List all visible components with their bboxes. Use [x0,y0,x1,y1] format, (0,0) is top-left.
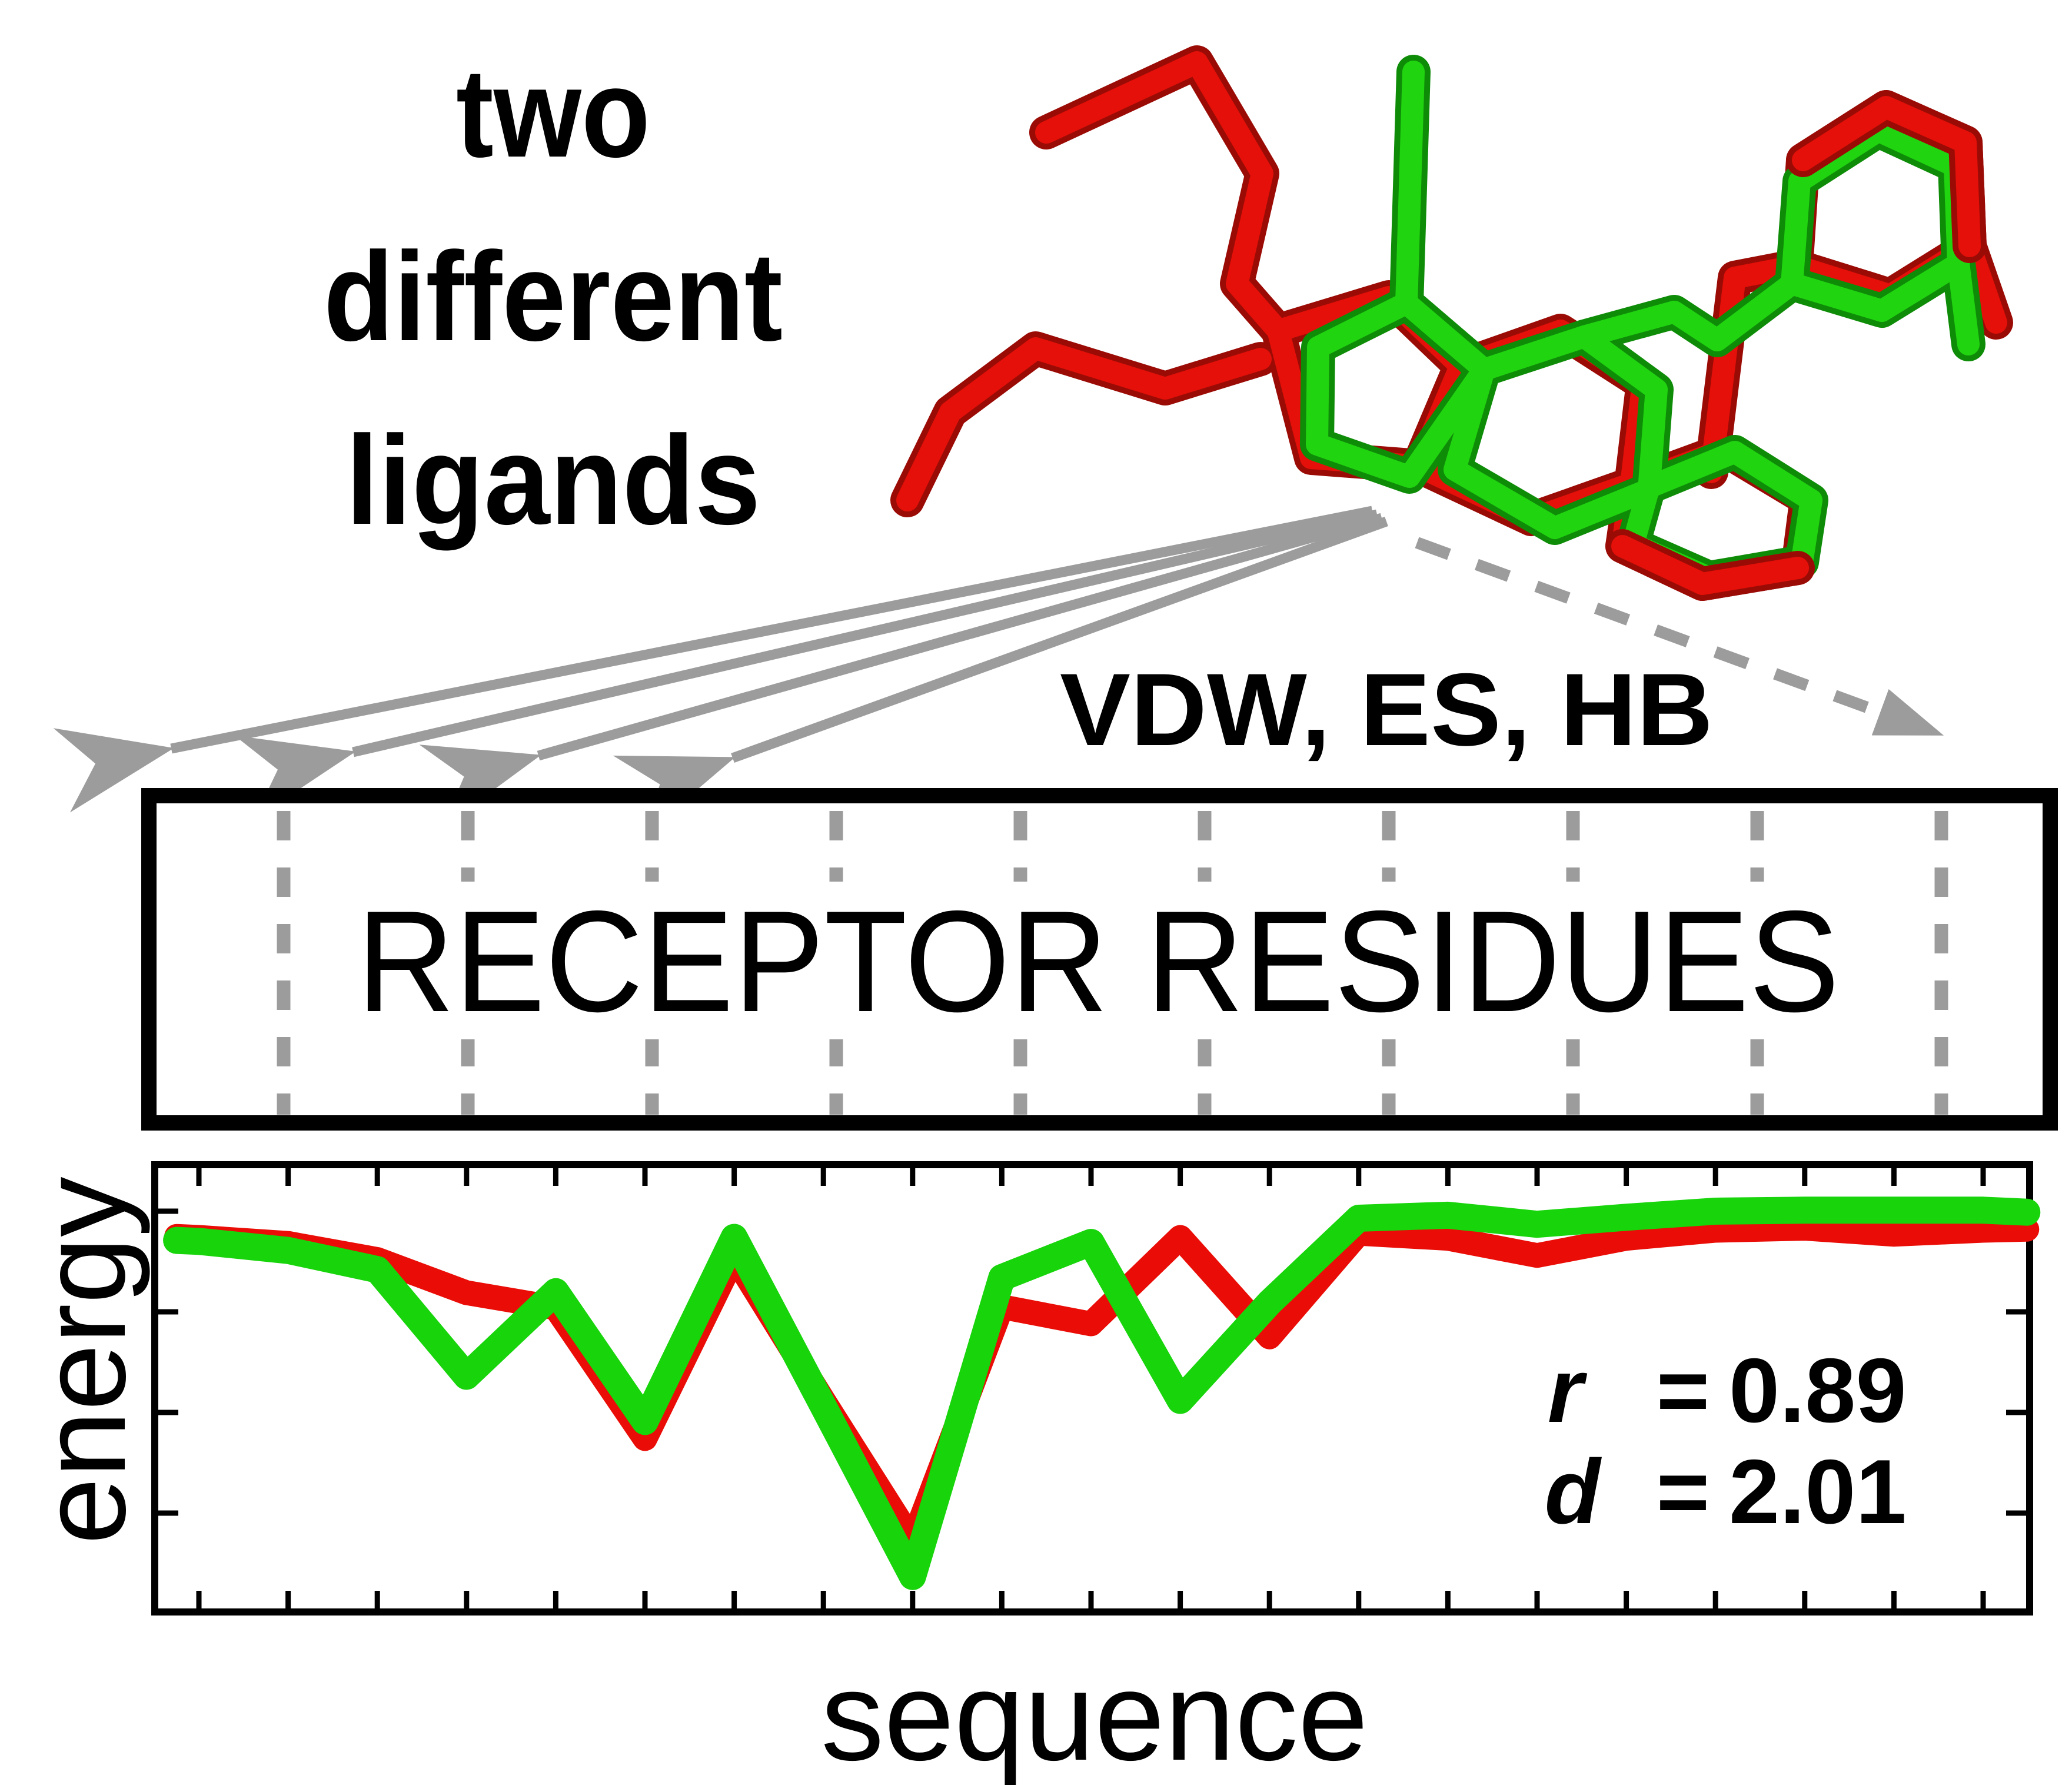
receptor-box: RECEPTOR RESIDUES [141,788,2058,1131]
receptor-residue-dashed-lines [277,811,1948,1115]
red-ligand-overlay-stick [1611,535,1809,595]
receptor-box-label: RECEPTOR RESIDUES [357,880,1840,1042]
stat-r-symbol: r [1548,1339,1588,1441]
red-ligand-stick [896,337,1272,511]
green-ligand-stick [1947,252,1980,355]
green-ligand-stick [1573,272,1803,351]
ligand-overlay-molecule [890,45,2013,601]
stat-r-value: 0.89 [1729,1339,1907,1441]
green-ligand-stick [1395,61,1425,314]
series-line-green [163,1196,2041,1590]
title-line-2: different [324,225,783,367]
stat-r-equals: = [1657,1339,1710,1441]
series-line-red [164,1216,2040,1554]
red-ligand-stick [1035,51,1289,342]
y-axis-label: energy [16,1176,151,1544]
interaction-types-label: VDW, ES, HB [1060,653,1713,767]
interaction-arrows [53,506,1944,837]
solid-arrow-2 [234,509,1378,820]
red-ligand-overlay-stick [1792,96,1981,257]
chart-ticks [158,1168,2026,1608]
receptor-label-backplate [330,882,1867,1039]
title-line-1: two [456,42,650,184]
green-ligand-stick [1306,292,1495,488]
stat-d-equals: = [1657,1441,1710,1543]
solid-arrow-3 [419,513,1383,827]
stat-d-value: 2.01 [1729,1441,1907,1543]
red-ligand-stick [1700,255,1807,483]
solid-arrow-1 [53,506,1373,813]
solid-arrow-4 [613,517,1388,837]
chart-series-lines [163,1196,2041,1590]
stat-d-symbol: d [1545,1441,1602,1543]
energy-profile-chart: energy sequence r = 0.89 d = 2.01 [16,1161,2041,1785]
x-axis-label: sequence [821,1645,1368,1785]
title-line-3: ligands [346,409,761,551]
stats-annotation: r = 0.89 d = 2.01 [1545,1339,1907,1543]
title-block: two different ligands [324,42,783,551]
dashed-arrow [1415,537,1944,736]
